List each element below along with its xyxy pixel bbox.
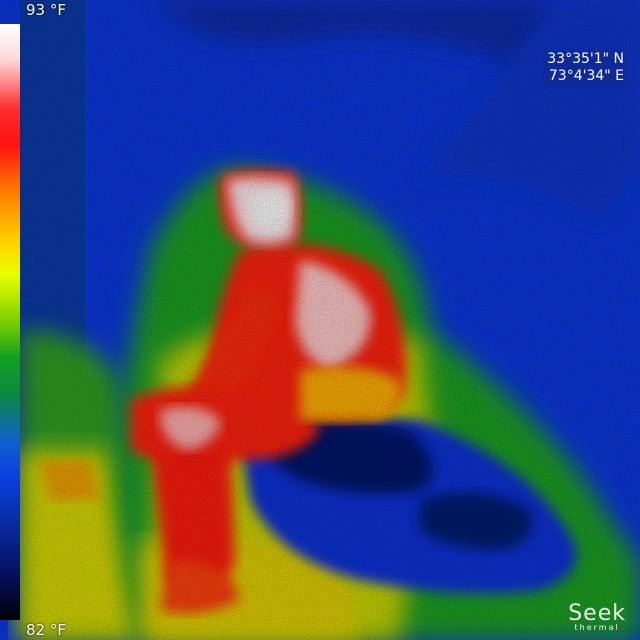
scale-max-label: 93 °F (26, 1, 66, 19)
temperature-scale-bar (0, 24, 20, 620)
logo-sub: thermal (574, 623, 620, 632)
gps-longitude: 73°4'34" E (548, 68, 624, 84)
gps-coordinates: 33°35'1" N 73°4'34" E (543, 50, 628, 86)
gps-latitude: 33°35'1" N (547, 51, 624, 67)
logo-word: Seek (568, 601, 626, 626)
scale-min-label: 82 °F (26, 621, 66, 639)
seek-logo: Seek thermal (568, 601, 626, 632)
